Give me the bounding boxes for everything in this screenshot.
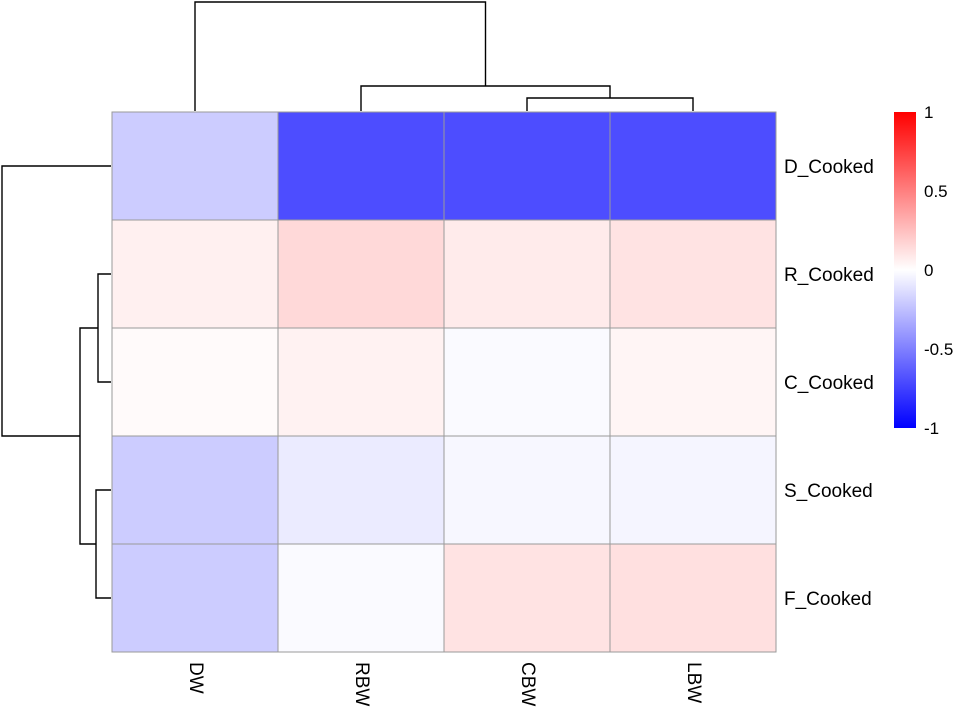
heatmap-cell (111, 111, 279, 221)
dendrogram-branch (95, 489, 111, 599)
row-labels: D_Cooked R_Cooked C_Cooked S_Cooked F_Cooked (784, 157, 874, 610)
dendrogram-branch (1, 165, 111, 437)
row-label: R_Cooked (784, 265, 874, 286)
heatmap-cell (443, 543, 611, 653)
heatmap-cell (111, 327, 279, 437)
legend-tick-label: 0 (924, 261, 933, 280)
heatmap-cell (111, 435, 279, 545)
heatmap-cell (609, 327, 777, 437)
heatmap-cell (609, 219, 777, 329)
heatmap-cell (111, 543, 279, 653)
column-labels: DW RBW CBW LBW (185, 662, 704, 706)
heatmap-cell (609, 111, 777, 221)
legend-color-bar (894, 112, 916, 428)
heatmap-cell (277, 327, 445, 437)
heatmap-cell (443, 327, 611, 437)
row-label: D_Cooked (784, 157, 874, 178)
column-label: DW (185, 662, 206, 694)
row-label: S_Cooked (784, 481, 873, 502)
heatmap-cell (277, 435, 445, 545)
heatmap-cells (111, 111, 777, 653)
row-dendrogram (1, 165, 111, 599)
heatmap-cell (277, 219, 445, 329)
column-label: RBW (351, 662, 372, 706)
column-label: CBW (517, 662, 538, 706)
column-label: LBW (683, 662, 704, 703)
heatmap-cell (443, 435, 611, 545)
heatmap-cell (609, 435, 777, 545)
row-label: F_Cooked (784, 589, 872, 610)
legend-tick-label: -1 (924, 419, 939, 438)
heatmap-cell (277, 543, 445, 653)
dendrogram-branch (194, 1, 487, 111)
heatmap-cell (443, 219, 611, 329)
dendrogram-branch (526, 97, 694, 111)
heatmap-cell (609, 543, 777, 653)
legend-tick-label: 1 (924, 103, 933, 122)
heatmap-cell (443, 111, 611, 221)
row-label: C_Cooked (784, 373, 874, 394)
column-dendrogram (194, 1, 694, 111)
dendrogram-branch (97, 273, 111, 383)
heatmap-cell (111, 219, 279, 329)
legend-tick-label: -0.5 (924, 340, 953, 359)
legend-ticks: 1 0.5 0 -0.5 -1 (924, 103, 953, 438)
legend-tick-label: 0.5 (924, 182, 948, 201)
heatmap-cell (277, 111, 445, 221)
color-legend: 1 0.5 0 -0.5 -1 (894, 103, 953, 438)
